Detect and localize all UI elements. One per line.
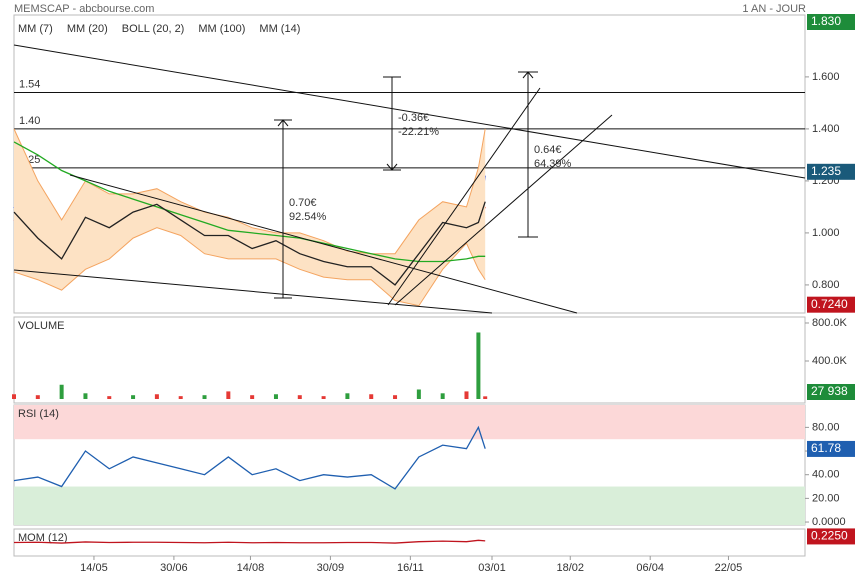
trend-line <box>394 114 613 306</box>
y-tick-label: 40.00 <box>812 469 840 481</box>
annotation: 0.64€ <box>534 144 562 156</box>
period: 1 AN - JOUR <box>742 3 806 15</box>
volume-bar <box>273 394 278 399</box>
series-line <box>13 201 486 286</box>
y-tick-label: 800.0K <box>812 317 848 329</box>
annotation: -22.21% <box>398 126 439 138</box>
series-line <box>13 539 486 544</box>
legend-entry: MM (7) <box>18 23 53 35</box>
price-flag-label: 0.2250 <box>811 529 848 543</box>
annotation: 0.70€ <box>289 197 317 209</box>
y-tick-label: 80.00 <box>812 421 840 433</box>
volume-bar <box>131 395 136 399</box>
volume-bar <box>107 396 112 399</box>
plot-layer: 14/05 30/06 14/08 30/09 16/11 03/01 18/02 06/04… <box>12 14 855 574</box>
volume-bar <box>83 393 88 399</box>
annotation: 64.39% <box>534 158 572 170</box>
price-flag <box>807 384 855 400</box>
volume-bar <box>250 395 255 399</box>
arrow-head <box>386 163 398 171</box>
volume-bar <box>321 396 326 399</box>
trend-line <box>69 174 578 314</box>
x-tick-label: 30/06 <box>160 562 188 574</box>
x-tick-label: 14/05 <box>80 562 108 574</box>
volume-bar <box>35 395 40 399</box>
volume-bar <box>178 396 183 399</box>
site-title: MEMSCAP - abcbourse.com <box>14 3 154 15</box>
panel-title: VOLUME <box>18 320 64 332</box>
price-flag-label: 1.830 <box>811 14 841 28</box>
volume-bar <box>393 395 398 399</box>
y-tick-label: 0.800 <box>812 279 840 291</box>
series-line <box>13 425 486 490</box>
x-tick-label: 03/01 <box>478 562 506 574</box>
price-flag <box>807 528 855 545</box>
level-label: 1.54 <box>19 78 40 90</box>
volume-bar <box>345 393 350 399</box>
price-flag-label: 61.78 <box>811 441 841 455</box>
arrow-head <box>522 71 534 79</box>
legend-entry: MM (20) <box>67 23 108 35</box>
volume-bar <box>297 395 302 399</box>
annotation: -0.36€ <box>398 112 429 124</box>
y-tick-label: 1.000 <box>812 227 840 239</box>
price-flag <box>807 296 855 313</box>
volume-bar <box>59 384 64 399</box>
y-tick-label: 1.600 <box>812 71 840 83</box>
zone <box>14 405 805 440</box>
volume-bar <box>12 394 16 399</box>
zone <box>14 486 805 525</box>
y-tick-label: 400.0K <box>812 355 848 367</box>
bollinger-lower <box>13 227 486 307</box>
drawings: 0.70€ 92.54% -0.36€ -22.21% 0.64€ 64.39% <box>13 44 806 314</box>
level-label: 1.40 <box>19 115 40 127</box>
volume-bar <box>483 396 488 399</box>
y-tick-label: 0.0000 <box>812 516 846 528</box>
trend-line <box>387 87 541 306</box>
volume-bar <box>226 391 231 399</box>
y-tick-label: 20.00 <box>812 492 840 504</box>
volume-bar <box>202 395 207 399</box>
volume-bar <box>464 391 469 399</box>
legend-entry: MM (100) <box>198 23 245 35</box>
x-tick-label: 22/05 <box>715 562 743 574</box>
bollinger-band <box>14 128 486 306</box>
x-tick-label: 30/09 <box>317 562 345 574</box>
volume-frame <box>13 316 806 404</box>
legend-entry: MM (14) <box>259 23 300 35</box>
volume-bar <box>440 393 445 399</box>
volume-bar <box>154 394 159 399</box>
price-flag-label: 0.7240 <box>811 297 848 311</box>
bollinger-upper <box>13 128 486 255</box>
price-flag-label: 1.235 <box>811 164 841 178</box>
volume-bar <box>416 389 421 399</box>
x-tick-label: 06/04 <box>636 562 664 574</box>
price-flag-label: 27 938 <box>811 384 848 398</box>
arrow-head <box>277 119 289 127</box>
legend-entry: BOLL (20, 2) <box>122 23 185 35</box>
price-flag <box>807 440 855 457</box>
panel-title: RSI (14) <box>18 408 59 420</box>
volume-bar <box>476 332 481 399</box>
trend-line <box>13 269 493 314</box>
panel-title: MOM (12) <box>18 532 68 544</box>
annotation: 92.54% <box>289 211 327 223</box>
price-flag <box>807 14 855 30</box>
x-tick-label: 18/02 <box>556 562 584 574</box>
x-tick-label: 16/11 <box>397 562 424 574</box>
series-line <box>13 141 486 263</box>
volume-bar <box>369 394 374 399</box>
trend-line <box>13 44 806 179</box>
x-tick-label: 14/08 <box>237 562 265 574</box>
y-tick-label: 1.400 <box>812 123 840 135</box>
price-flag <box>807 163 855 180</box>
